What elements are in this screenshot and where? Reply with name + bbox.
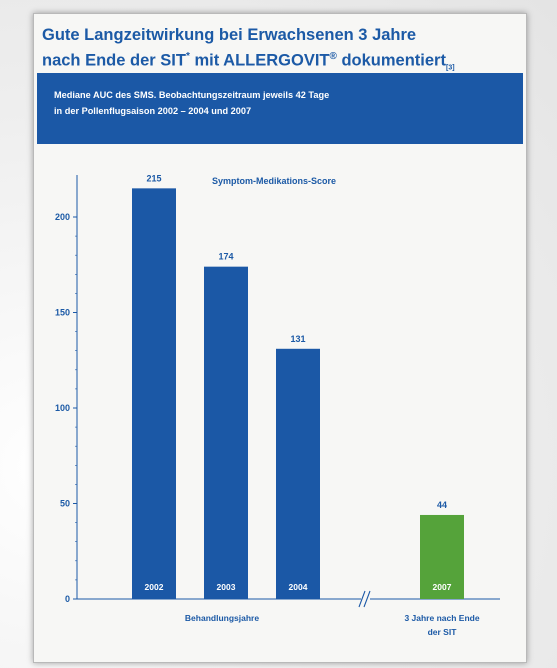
y-tick-label: 0 xyxy=(65,594,70,604)
bar-value-label: 174 xyxy=(218,252,233,262)
banner-line-2: in der Pollenflugsaison 2002 – 2004 und … xyxy=(54,106,252,116)
title-asterisk: * xyxy=(185,51,190,62)
axis-break-mark xyxy=(363,590,371,608)
y-tick-label: 50 xyxy=(60,499,70,509)
bar-category-label: 2007 xyxy=(433,582,452,592)
title-line-2-prefix: nach Ende der SIT xyxy=(42,51,186,70)
title-registered-mark: ® xyxy=(329,51,337,62)
bar-2002 xyxy=(132,188,176,599)
subtitle-banner: Mediane AUC des SMS. Beobachtungszeitrau… xyxy=(37,73,523,144)
title-line-2-suffix: dokumentiert xyxy=(336,51,446,70)
banner-text: Mediane AUC des SMS. Beobachtungszeitrau… xyxy=(54,87,494,119)
bar-2003 xyxy=(204,266,248,599)
y-tick-label: 100 xyxy=(55,403,70,413)
bar-category-label: 2002 xyxy=(145,582,164,592)
bar-value-label: 131 xyxy=(290,334,305,344)
title-line-2: nach Ende der SIT* mit ALLERGOVIT® dokum… xyxy=(42,46,462,80)
banner-line-1: Mediane AUC des SMS. Beobachtungszeitrau… xyxy=(54,90,330,100)
y-tick-label: 150 xyxy=(55,308,70,318)
title-line-2-mid: mit ALLERGOVIT xyxy=(189,51,330,70)
bar-value-label: 44 xyxy=(437,500,447,510)
group-label: Behandlungsjahre xyxy=(185,613,259,623)
axis-break-mark xyxy=(358,590,366,608)
group-label: der SIT xyxy=(428,627,458,637)
bar-2007 xyxy=(420,514,464,599)
bar-category-label: 2004 xyxy=(289,582,308,592)
title-reference: [3] xyxy=(445,64,455,72)
bar-2004 xyxy=(276,348,320,599)
bar-value-label: 215 xyxy=(146,173,161,183)
group-label: 3 Jahre nach Ende xyxy=(404,613,479,623)
bar-category-label: 2003 xyxy=(217,582,236,592)
chart-title: Gute Langzeitwirkung bei Erwachsenen 3 J… xyxy=(42,24,462,80)
title-line-1: Gute Langzeitwirkung bei Erwachsenen 3 J… xyxy=(42,26,417,44)
y-tick-label: 200 xyxy=(55,212,70,222)
series-label: Symptom-Medikations-Score xyxy=(212,176,336,186)
